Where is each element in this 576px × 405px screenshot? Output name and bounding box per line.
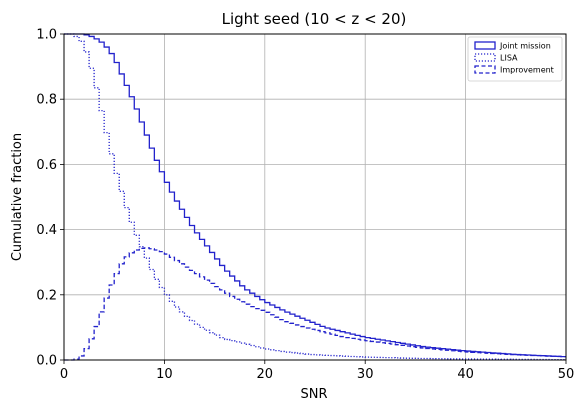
series-line-joint-mission xyxy=(64,33,566,358)
legend: Joint mission LISA Improvement xyxy=(467,36,563,82)
legend-label-joint-mission: Joint mission xyxy=(499,42,551,51)
legend-box xyxy=(467,36,563,82)
y-tick-label: 1.0 xyxy=(36,28,57,43)
ticks: 0 10 20 30 40 50 0.0 0.2 0.4 0.6 0.8 1.0 xyxy=(36,28,574,383)
legend-swatch-lisa xyxy=(474,53,496,62)
y-tick-label: 0.6 xyxy=(36,158,57,173)
legend-label-improvement: Improvement xyxy=(500,66,554,75)
legend-swatch-improvement xyxy=(474,65,496,74)
chart-title: Light seed (10 < z < 20) xyxy=(222,10,407,28)
x-axis-label: SNR xyxy=(300,387,327,402)
series-layer xyxy=(64,33,566,361)
y-tick-label: 0.2 xyxy=(36,288,57,303)
x-tick-label: 10 xyxy=(156,367,173,382)
y-axis-label: Cumulative fraction xyxy=(10,133,25,261)
plot-frame xyxy=(63,33,567,361)
x-tick-label: 40 xyxy=(457,367,474,382)
y-tick-label: 0.4 xyxy=(36,223,57,238)
y-tick-label: 0.0 xyxy=(36,354,57,369)
series-line-lisa xyxy=(64,33,566,361)
series-line-improvement xyxy=(64,247,566,361)
x-tick-label: 50 xyxy=(558,367,575,382)
x-tick-label: 20 xyxy=(257,367,274,382)
legend-label-lisa: LISA xyxy=(500,54,518,63)
x-tick-label: 0 xyxy=(60,367,68,382)
grid xyxy=(63,33,567,361)
x-tick-label: 30 xyxy=(357,367,374,382)
y-tick-label: 0.8 xyxy=(36,93,57,108)
legend-swatch-joint-mission xyxy=(474,41,496,50)
